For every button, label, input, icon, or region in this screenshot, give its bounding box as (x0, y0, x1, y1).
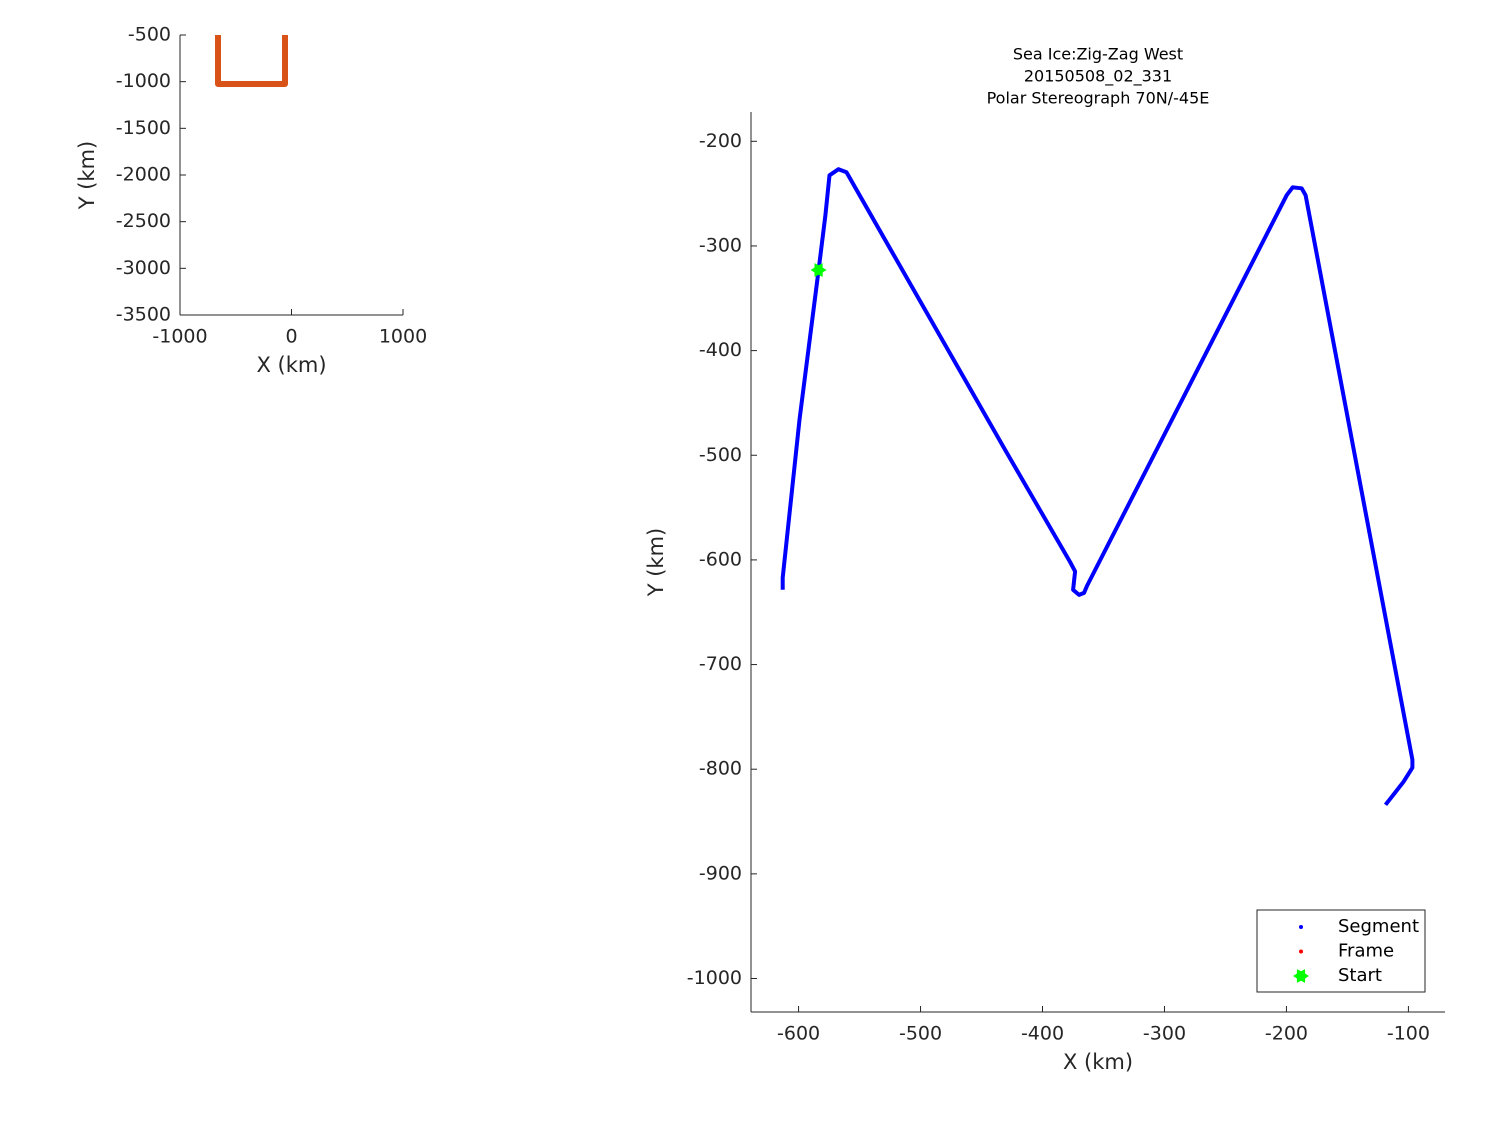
y-tick-label: -2500 (116, 210, 171, 232)
x-tick-label: 1000 (379, 326, 427, 348)
y-tick-label: -500 (128, 24, 171, 46)
y-tick-label: -700 (699, 653, 742, 675)
x-tick-label: -400 (1021, 1023, 1064, 1045)
y-tick-label: -900 (699, 862, 742, 884)
chart-title: 20150508_02_331 (1024, 67, 1172, 87)
y-tick-label: -600 (699, 548, 742, 570)
legend-marker (1299, 925, 1303, 929)
x-axis-label: X (km) (256, 353, 326, 377)
y-tick-label: -2000 (116, 164, 171, 186)
legend-label: Start (1338, 965, 1382, 986)
legend-marker (1293, 969, 1309, 983)
y-tick-label: -1500 (116, 117, 171, 139)
y-axis-label: Y (km) (644, 528, 668, 598)
x-axis-label: X (km) (1063, 1050, 1133, 1074)
y-tick-label: -3000 (116, 257, 171, 279)
y-tick-label: -1000 (687, 967, 742, 989)
track-line (780, 167, 1415, 807)
x-tick-label: -200 (1265, 1023, 1308, 1045)
x-tick-label: -300 (1143, 1023, 1186, 1045)
x-tick-label: -100 (1387, 1023, 1430, 1045)
x-tick-label: -600 (777, 1023, 820, 1045)
track-line (215, 35, 288, 87)
legend-label: Frame (1338, 941, 1394, 962)
x-tick-label: -500 (899, 1023, 942, 1045)
start-marker (810, 263, 827, 277)
legend-box (1256, 909, 1426, 993)
chart-title: Sea Ice:Zig-Zag West (1013, 45, 1183, 64)
y-axis-label: Y (km) (75, 141, 99, 211)
chart-title: Polar Stereograph 70N/-45E (987, 89, 1210, 108)
y-tick-label: -3500 (116, 304, 171, 326)
legend-label: Segment (1338, 916, 1419, 937)
y-tick-label: -200 (699, 130, 742, 152)
y-tick-label: -500 (699, 444, 742, 466)
y-tick-label: -300 (699, 234, 742, 256)
x-tick-label: 0 (285, 326, 297, 348)
y-tick-label: -800 (699, 758, 742, 780)
y-tick-label: -1000 (116, 70, 171, 92)
legend-marker (1299, 949, 1303, 954)
y-tick-label: -400 (699, 339, 742, 361)
x-tick-label: -1000 (152, 326, 207, 348)
